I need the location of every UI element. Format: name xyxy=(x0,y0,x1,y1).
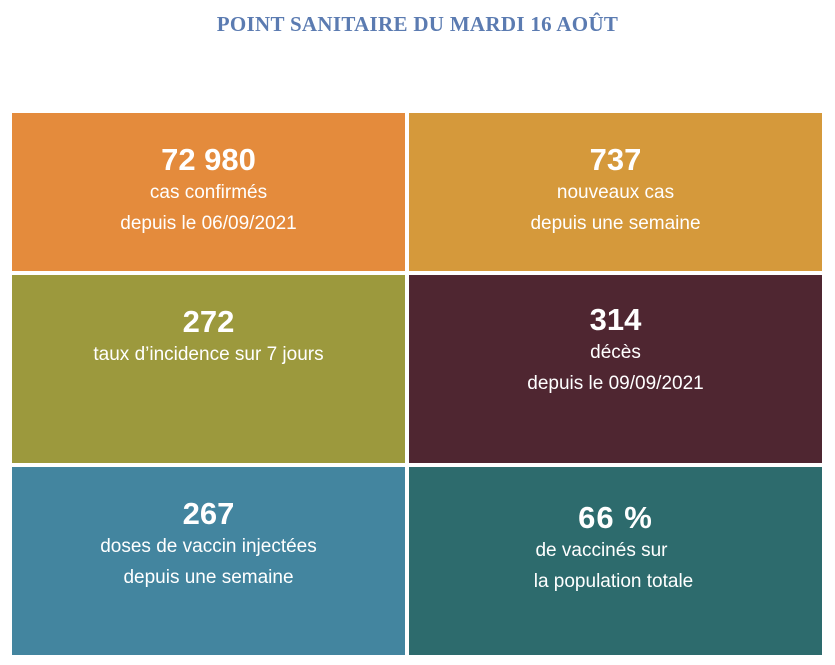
tile-value: 72 980 xyxy=(161,142,256,177)
tile-value: 267 xyxy=(182,496,235,531)
tile-deaths: 314 décès depuis le 09/09/2021 xyxy=(409,275,822,463)
tile-vaccine-doses: 267 doses de vaccin injectées depuis une… xyxy=(12,467,405,655)
tile-label: nouveaux cas xyxy=(556,182,675,203)
tile-value: 737 xyxy=(589,142,642,177)
tile-new-cases: 737 nouveaux cas depuis une semaine xyxy=(409,113,822,271)
tile-label: décès xyxy=(590,342,641,363)
tile-sublabel: depuis une semaine xyxy=(530,213,701,234)
tile-sublabel: depuis le 09/09/2021 xyxy=(527,373,704,394)
tile-value: 314 xyxy=(589,302,642,337)
tile-label: doses de vaccin injectées xyxy=(100,536,317,557)
tile-sublabel: depuis une semaine xyxy=(123,567,294,588)
tile-incidence-rate: 272 taux d’incidence sur 7 jours xyxy=(12,275,405,463)
tile-value: 66 % xyxy=(578,500,653,535)
tile-label: cas confirmés xyxy=(149,182,268,203)
tile-sublabel: depuis le 06/09/2021 xyxy=(120,213,297,234)
page-title: POINT SANITAIRE DU MARDI 16 AOÛT xyxy=(216,12,619,36)
tile-sublabel: la population totale xyxy=(533,571,694,592)
tile-vaccination-rate: 66 % de vaccinés sur la population total… xyxy=(409,467,822,655)
tile-confirmed-cases: 72 980 cas confirmés depuis le 06/09/202… xyxy=(12,113,405,271)
tile-value: 272 xyxy=(182,304,235,339)
tile-label: de vaccinés sur xyxy=(535,540,668,561)
tile-label: taux d’incidence sur 7 jours xyxy=(93,344,324,365)
